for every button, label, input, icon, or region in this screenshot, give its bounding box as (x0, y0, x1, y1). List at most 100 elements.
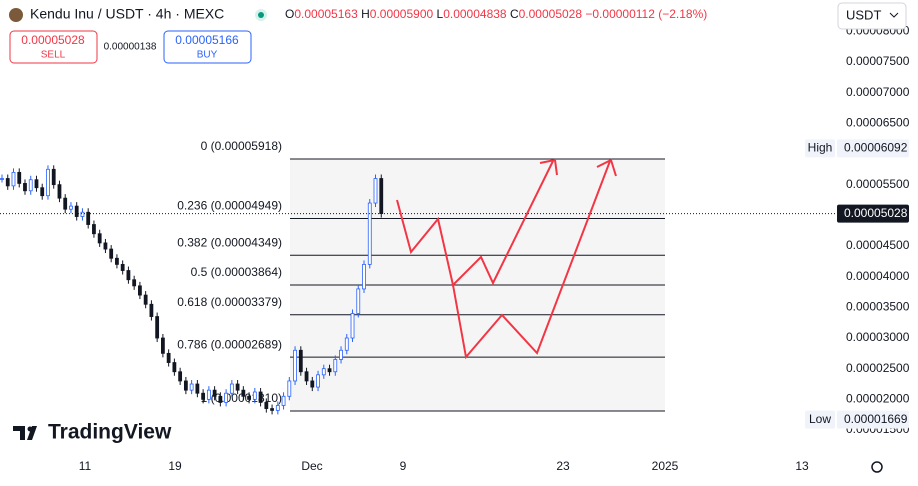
low-value: 0.00001669 (844, 412, 908, 426)
candle (252, 391, 257, 400)
fib-label: 0.618 (0.00003379) (177, 295, 282, 309)
buy-label[interactable]: BUY (197, 50, 218, 61)
candle (11, 171, 16, 187)
fib-label: 0.382 (0.00004349) (177, 235, 282, 249)
sell-button[interactable] (9, 30, 98, 64)
ohlc-label: C (510, 7, 519, 21)
candle (57, 184, 62, 199)
projection-arrow (452, 160, 611, 360)
high-tag (805, 139, 835, 158)
candle (17, 171, 22, 184)
ohlc-label: O (285, 7, 294, 21)
ohlc-value: 0.00005900 (370, 7, 434, 21)
candle (63, 197, 68, 210)
time-tick-label: 23 (556, 459, 570, 473)
candle (298, 349, 303, 373)
candle (247, 395, 251, 400)
candle (74, 205, 79, 217)
candle (241, 389, 246, 397)
candle (316, 374, 320, 388)
high-value: 0.00006092 (844, 141, 908, 155)
candle (120, 263, 125, 271)
candle (86, 211, 91, 225)
candle (275, 405, 280, 411)
fib-label: 0.236 (0.00004949) (177, 199, 282, 213)
sell-price[interactable]: 0.00005028 (21, 33, 85, 47)
candle (344, 337, 349, 351)
status-dot-inner (258, 12, 264, 18)
candle (304, 371, 309, 382)
price-tick-label: 0.00004500 (846, 238, 910, 252)
low-tag-label: Low (809, 412, 831, 426)
ohlc-value: 0.00004838 (443, 7, 507, 21)
settings-icon[interactable] (871, 461, 883, 473)
candle (258, 391, 263, 403)
time-tick-label: 9 (400, 459, 407, 473)
candle (350, 313, 355, 339)
candle (373, 178, 378, 204)
plot: 0.000080000.000075000.000070000.00006500… (0, 23, 918, 473)
candle (362, 263, 366, 290)
candle (264, 402, 269, 409)
time-tick-label: 13 (795, 459, 809, 473)
dropdown-caret (889, 12, 899, 18)
price-tick-label: 0.00006500 (846, 115, 910, 129)
buy-button[interactable] (163, 30, 252, 64)
currency[interactable]: USDT (846, 7, 881, 22)
candle (92, 224, 96, 235)
candle (201, 392, 206, 400)
time-tick-label: 19 (168, 459, 182, 473)
candle (149, 303, 154, 317)
fib-label: 0.786 (0.00002689) (177, 337, 282, 351)
candle (143, 294, 148, 305)
fib-label: 0.5 (0.00003864) (191, 265, 282, 279)
low-value-box (837, 410, 909, 429)
buy-price[interactable]: 0.00005166 (175, 33, 239, 47)
candle (23, 183, 27, 192)
candle (46, 168, 50, 197)
candle (172, 362, 177, 373)
candle (155, 316, 160, 339)
sell-label[interactable]: SELL (41, 50, 66, 61)
price-tick-label: 0.00007500 (846, 54, 910, 68)
high-tag-label: High (808, 141, 833, 155)
candle (40, 187, 45, 197)
candle (379, 178, 384, 215)
candle (103, 242, 108, 250)
candle (132, 279, 137, 287)
candle (356, 288, 361, 314)
candle (115, 257, 119, 265)
candle (321, 368, 326, 376)
symbol[interactable]: Kendu Inu / USDT · 4h · MEXC (30, 6, 224, 22)
candle (293, 349, 297, 382)
candle (183, 380, 188, 391)
candle (281, 395, 286, 406)
candle (138, 285, 142, 296)
candle (0, 178, 4, 180)
candle (218, 395, 223, 403)
price-tick-label: 0.00007000 (846, 85, 910, 99)
price-tick-label: 0.00005500 (846, 177, 910, 191)
candle (339, 349, 343, 360)
candle (206, 389, 211, 400)
price-tick-label: 0.00002000 (846, 392, 910, 406)
spread: 0.00000138 (104, 42, 157, 53)
candle (178, 371, 183, 382)
currency-select[interactable] (837, 2, 907, 30)
low-tag (805, 410, 835, 429)
ohlc-value: 0.00005163 (294, 7, 358, 21)
time-tick-label: Dec (301, 459, 322, 473)
candle (189, 383, 194, 391)
brand-logo (13, 426, 37, 440)
change: −0.00000112 (−2.18%) (585, 7, 707, 21)
candle (195, 383, 200, 394)
arrow-head (539, 158, 558, 176)
ohlc-label: H (361, 7, 370, 21)
candle (235, 383, 240, 391)
ohlc-value: 0.00005028 (519, 7, 583, 21)
candle (126, 270, 131, 281)
candle (28, 179, 33, 192)
candle (97, 233, 102, 244)
candle (287, 380, 292, 397)
